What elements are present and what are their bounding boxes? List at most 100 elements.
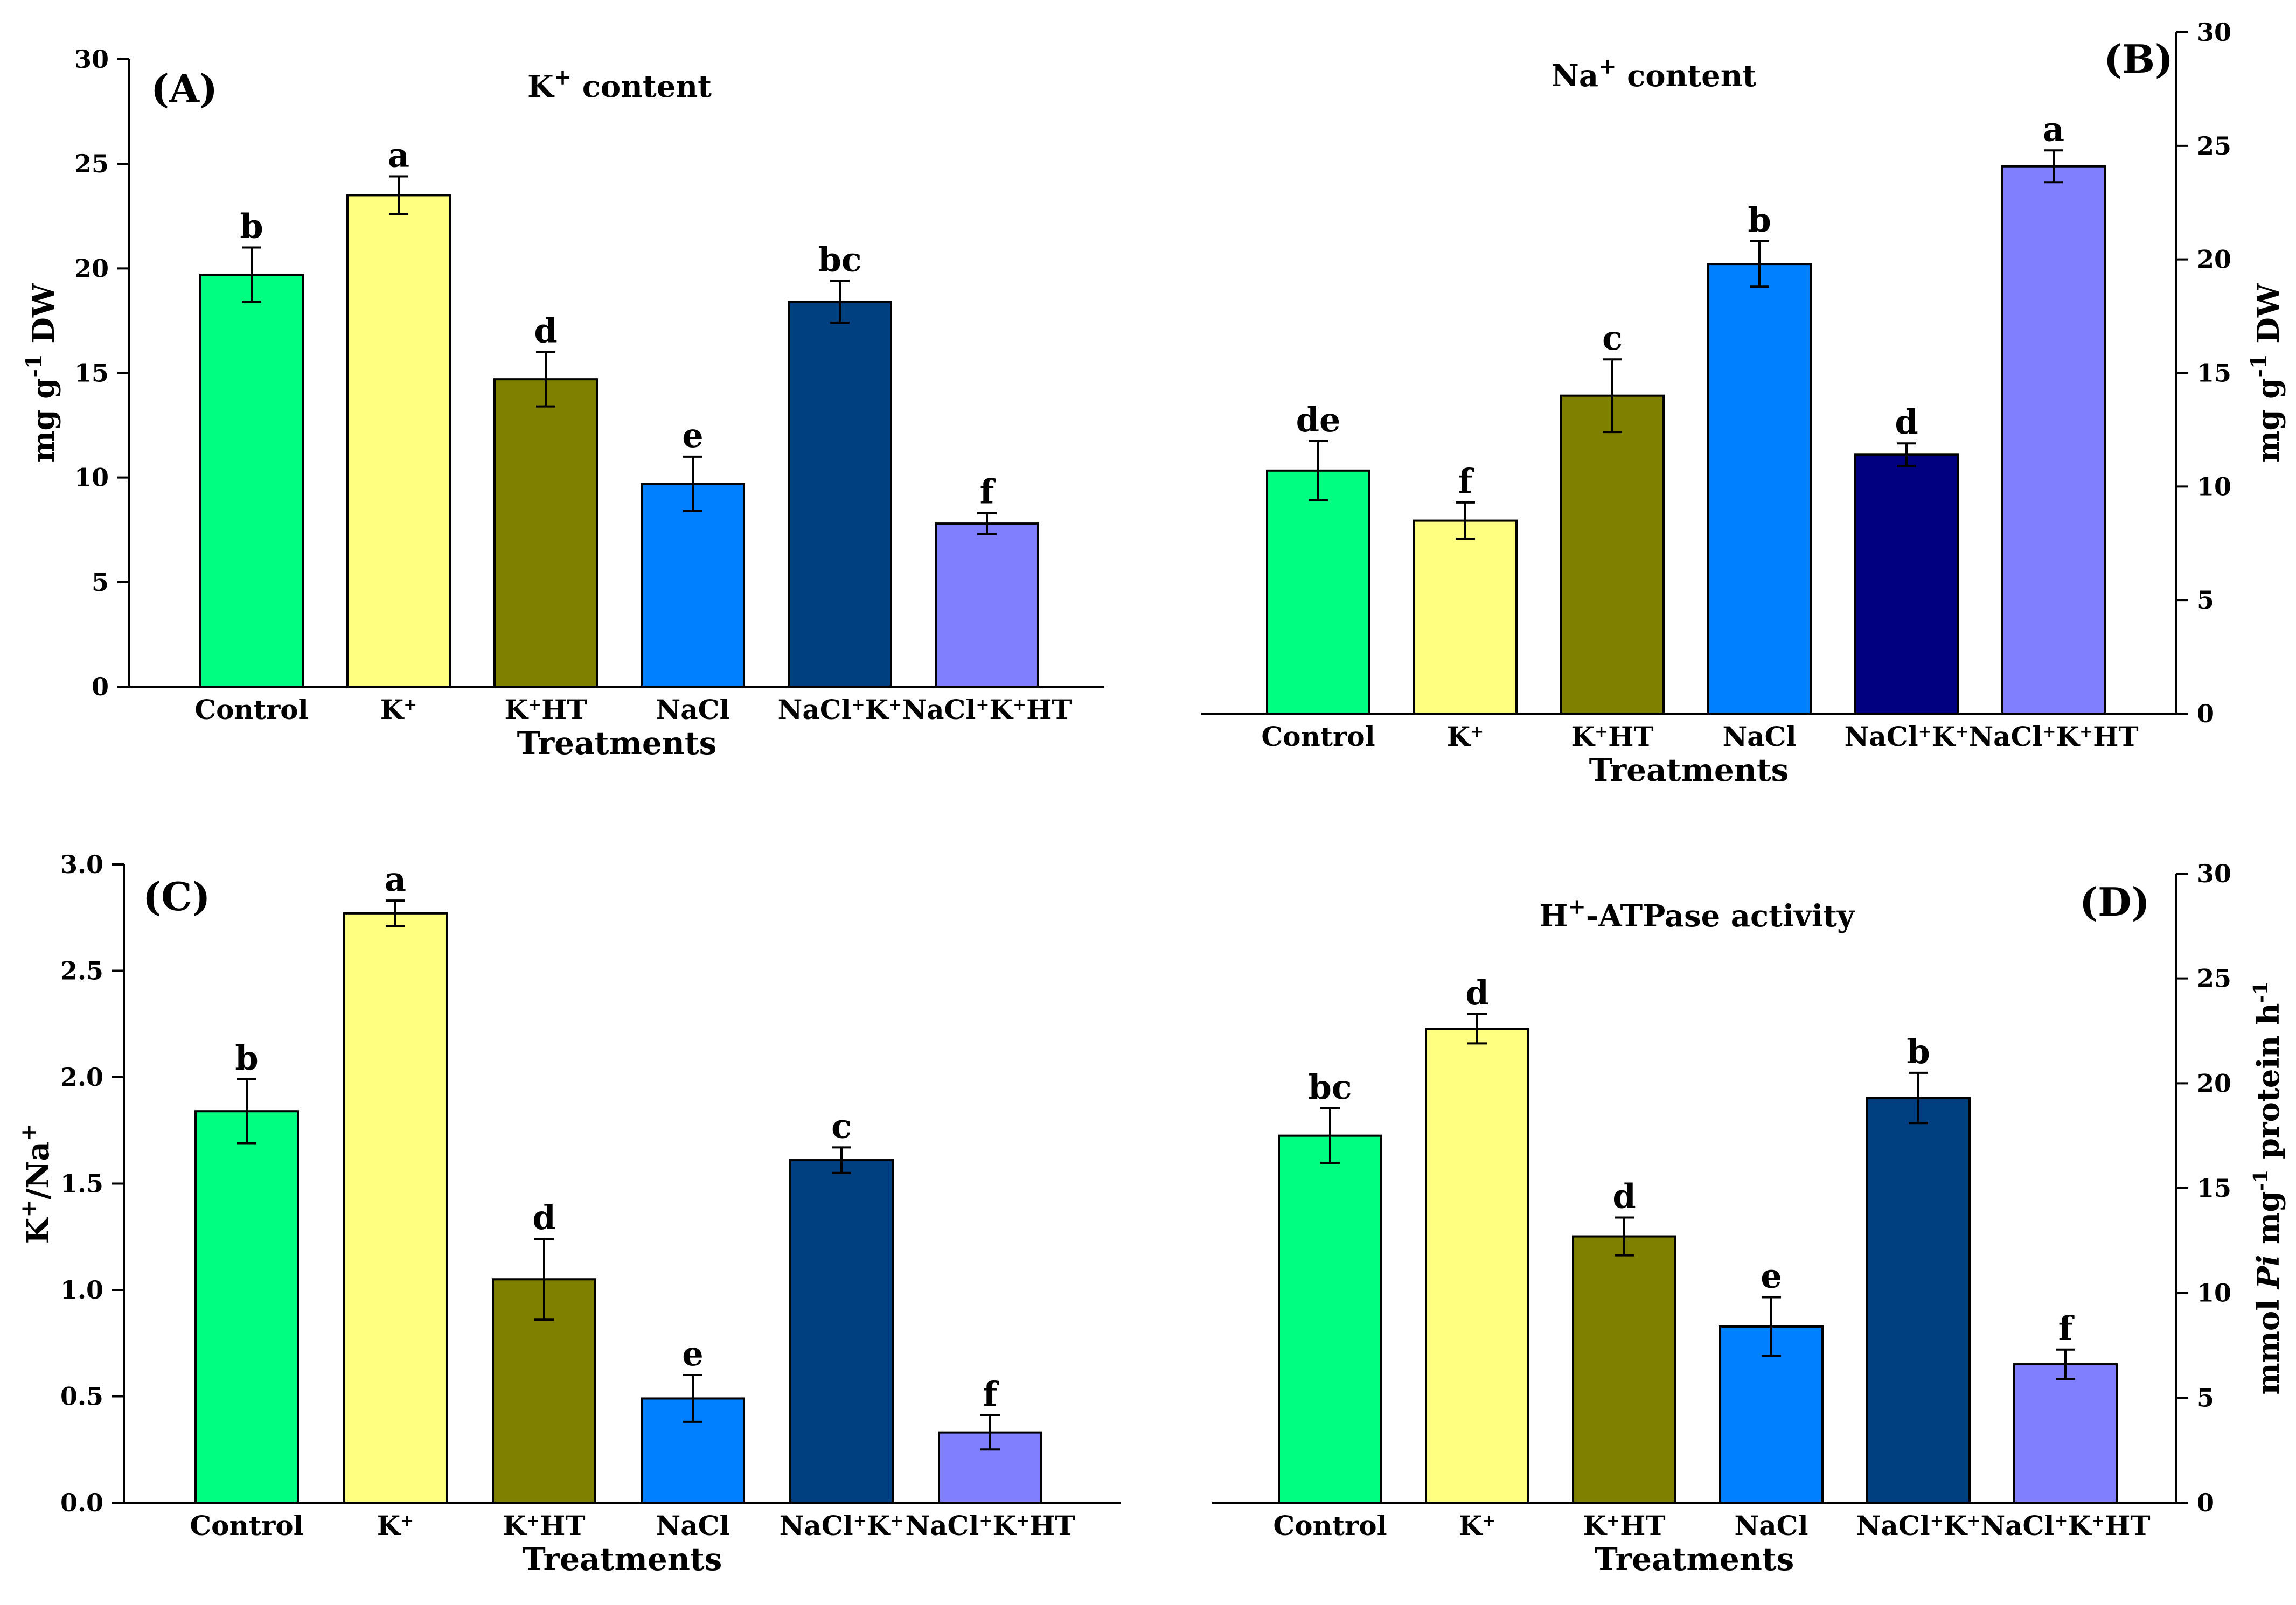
bar: [1413, 519, 1518, 715]
category-label: K+HT: [504, 694, 587, 725]
bar: [789, 1159, 894, 1504]
y-tick-label: 2.5: [60, 957, 103, 986]
y-tick-label: 5: [92, 568, 109, 597]
y-tick-label: 1.5: [60, 1169, 103, 1198]
panel-label: (B): [2104, 36, 2173, 82]
category-label: K+: [377, 1510, 414, 1541]
bar: [1425, 1028, 1529, 1504]
category-label: NaCl+K+: [1845, 721, 1969, 752]
significance-letter: de: [1296, 400, 1341, 439]
y-tick-label: 30: [2197, 859, 2231, 888]
chart-title: K+ content: [527, 65, 712, 105]
significance-letter: b: [240, 207, 263, 246]
category-label: NaCl: [656, 694, 730, 725]
category-label: NaCl+K+HT: [902, 694, 1072, 725]
panel-label: (C): [143, 874, 210, 919]
y-tick-label: 5: [2197, 585, 2214, 615]
category-label: NaCl+K+HT: [905, 1510, 1075, 1541]
y-axis-label: mg g-1 DW: [2246, 283, 2287, 463]
y-tick-label: 15: [2197, 1174, 2231, 1203]
x-axis-label: Treatments: [523, 1541, 722, 1578]
category-label: NaCl: [1735, 1510, 1808, 1541]
category-label: NaCl+K+: [780, 1510, 904, 1541]
significance-letter: bc: [818, 240, 861, 280]
y-tick-label: 20: [2197, 1069, 2231, 1098]
significance-letter: f: [1458, 462, 1474, 501]
category-label: NaCl+K+HT: [1980, 1510, 2150, 1541]
significance-letter: d: [1465, 973, 1488, 1013]
significance-letter: a: [388, 135, 409, 175]
y-tick-label: 10: [2197, 1279, 2231, 1308]
bar: [1707, 263, 1812, 715]
y-tick-label: 20: [2197, 245, 2231, 274]
significance-letter: c: [1602, 318, 1623, 358]
chart-panel-c: 0.0 0.5 1.0 1.5 2.0 2.5 3.0 b Control a K+ d K+HT e Na…: [16, 850, 1121, 1578]
significance-letter: d: [532, 1198, 555, 1237]
significance-letter: d: [1612, 1177, 1636, 1216]
x-axis-label: Treatments: [1595, 1541, 1794, 1578]
panel-label: (D): [2079, 879, 2150, 925]
bar: [641, 483, 745, 688]
panel-label: (A): [151, 66, 218, 111]
category-label: Control: [1261, 721, 1375, 752]
category-label: K+: [1447, 721, 1484, 752]
bar: [199, 273, 304, 688]
bar: [1278, 1134, 1382, 1504]
y-tick-label: 0: [2197, 699, 2214, 728]
y-tick-label: 0: [2197, 1488, 2214, 1517]
y-tick-label: 15: [2197, 359, 2231, 388]
bar: [1866, 1097, 1971, 1504]
y-tick-label: 10: [2197, 472, 2231, 501]
significance-letter: e: [682, 416, 703, 455]
category-label: Control: [1273, 1510, 1387, 1541]
category-label: K+HT: [503, 1510, 585, 1541]
significance-letter: f: [2058, 1309, 2075, 1348]
y-tick-label: 0.0: [60, 1488, 103, 1517]
significance-letter: b: [1748, 200, 1771, 240]
bar: [346, 194, 451, 688]
category-label: K+HT: [1571, 721, 1653, 752]
bar: [2013, 1363, 2118, 1504]
category-label: Control: [194, 694, 308, 725]
significance-letter: e: [1761, 1256, 1782, 1295]
y-tick-label: 1.0: [60, 1275, 103, 1304]
y-tick-label: 25: [2197, 131, 2231, 160]
significance-letter: bc: [1308, 1067, 1352, 1107]
bar: [935, 522, 1039, 688]
y-tick-label: 2.0: [60, 1063, 103, 1092]
category-label: K+: [380, 694, 418, 725]
bar: [493, 378, 598, 688]
significance-letter: e: [682, 1334, 703, 1373]
y-tick-label: 0.5: [60, 1382, 103, 1411]
bar: [1572, 1235, 1676, 1504]
bar: [1560, 394, 1665, 715]
significance-letter: a: [2043, 109, 2064, 149]
y-tick-label: 25: [74, 149, 109, 178]
category-label: NaCl+K+: [778, 694, 902, 725]
y-tick-label: 20: [74, 254, 109, 283]
significance-letter: f: [983, 1374, 999, 1414]
category-label: NaCl: [1723, 721, 1797, 752]
y-axis-label: K+/Na+: [16, 1124, 57, 1244]
bar: [194, 1110, 299, 1504]
y-tick-label: 15: [74, 359, 109, 388]
y-tick-label: 25: [2197, 964, 2231, 993]
category-label: K+HT: [1583, 1510, 1665, 1541]
y-tick-label: 30: [2197, 18, 2231, 47]
significance-letter: f: [980, 472, 996, 512]
significance-letter: b: [235, 1038, 258, 1078]
y-tick-label: 30: [74, 45, 109, 74]
category-label: NaCl+K+: [1856, 1510, 1981, 1541]
bar: [1854, 453, 1959, 715]
category-label: Control: [190, 1510, 303, 1541]
chart-panel-d: 0 5 10 15 20 25 30 bc Control d K+ d K+HT e NaCl b NaCl+…: [1212, 859, 2286, 1578]
x-axis-label: Treatments: [1589, 752, 1789, 788]
y-tick-label: 5: [2197, 1383, 2214, 1412]
significance-letter: d: [534, 311, 557, 351]
category-label: NaCl+K+HT: [1968, 721, 2138, 752]
chart-panel-a: 0 5 10 15 20 25 30 b Control a K+ d K+HT e NaCl bc NaCl+…: [22, 45, 1104, 762]
category-label: NaCl: [656, 1510, 730, 1541]
y-tick-label: 3.0: [60, 850, 103, 879]
